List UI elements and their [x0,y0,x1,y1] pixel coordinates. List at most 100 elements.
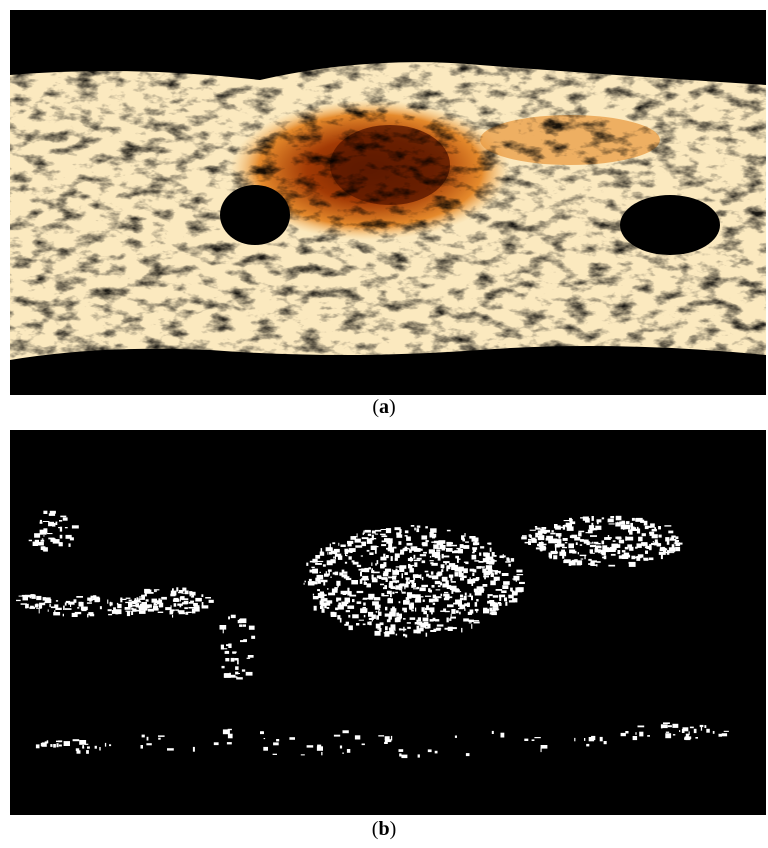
speckle [334,587,338,590]
speckle [486,565,492,570]
speckle [451,609,455,614]
speckle [600,737,603,741]
speckle [389,628,392,630]
speckle [238,673,241,674]
speckle [674,543,679,544]
speckle [621,733,626,736]
speckle [539,535,545,540]
speckle [54,610,55,615]
speckle [129,600,132,602]
speckle [430,560,434,561]
speckle [388,598,391,599]
speckle [438,558,441,561]
speckle [442,547,446,551]
speckle [346,610,350,612]
speckle [220,625,227,630]
land-shadow [220,185,290,245]
speckle [235,666,239,670]
speckle [406,597,410,600]
speckle [617,553,619,554]
speckle [544,530,550,533]
speckle [310,581,317,583]
speckle [40,520,42,522]
speckle [407,543,413,546]
speckle [260,731,264,734]
speckle [49,513,55,516]
speckle [175,609,179,610]
speckle [419,587,425,591]
speckle [345,598,351,603]
speckle [636,518,643,522]
speckle [428,749,432,752]
speckle [551,551,558,554]
speckle [652,529,657,532]
speckle [493,595,498,598]
speckle [50,744,52,747]
speckle [442,565,444,569]
speckle [492,607,498,610]
speckle [519,582,525,584]
speckle [594,542,598,544]
speckle [429,549,435,553]
speckle [417,626,420,630]
speckle [432,599,438,602]
speckle [568,543,574,548]
speckle [367,583,371,586]
speckle [384,742,388,744]
speckle [328,569,332,571]
speckle [602,517,604,519]
speckle [487,543,490,545]
speckle [81,607,86,611]
speckle [659,535,662,538]
speckle [472,552,475,553]
speckle [466,753,470,756]
speckle [430,607,435,612]
speckle [635,557,642,559]
speckle [107,600,108,604]
speckle [413,578,415,580]
speckle [368,534,371,536]
speckle [343,730,349,733]
speckle [355,545,362,547]
speckle [590,535,597,537]
speckle [36,604,39,607]
speckle [371,568,373,570]
speckle [410,617,416,620]
speckle [483,608,487,611]
speckle [317,589,320,591]
speckle [433,603,435,605]
speckle [378,628,379,630]
speckle [140,604,146,609]
speckle [310,561,313,563]
speckle [378,612,381,616]
speckle [320,572,321,573]
speckle [427,614,429,617]
speckle [263,747,268,751]
speckle [515,587,522,592]
speckle [251,636,255,639]
speckle [592,542,593,544]
speckle [413,574,419,578]
speckle [375,550,377,554]
speckle [385,607,387,611]
speckle [463,618,469,621]
speckle [425,627,429,629]
speckle [637,529,640,534]
speckle [407,627,411,629]
speckle [586,541,589,545]
speckle [56,522,58,525]
speckle [683,727,689,731]
speckle [349,556,352,559]
speckle [501,733,505,738]
speckle [289,737,295,740]
speckle [563,560,568,563]
speckle [476,599,478,602]
speckle [315,555,320,559]
speckle [541,542,543,546]
speckle [455,736,457,738]
speckle [430,619,434,622]
speckle [467,603,470,608]
speckle [435,581,441,584]
speckle [450,617,456,619]
speckle [192,593,195,597]
